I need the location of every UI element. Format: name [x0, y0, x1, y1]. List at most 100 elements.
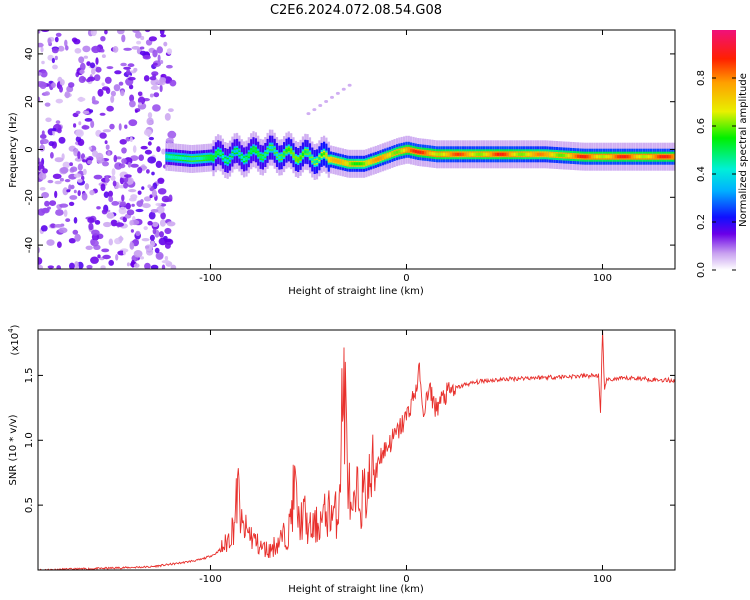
noise-blob: [121, 158, 127, 164]
ridge-cell: [520, 152, 523, 156]
ridge-cell: [292, 153, 295, 157]
ridge-cell: [280, 155, 283, 159]
noise-blob: [124, 174, 132, 178]
noise-blob: [74, 261, 79, 269]
ridge-cell: [417, 150, 420, 154]
noise-blob: [100, 265, 106, 269]
ridge-cell: [226, 159, 229, 163]
noise-blob: [78, 56, 85, 64]
noise-blob: [58, 136, 66, 144]
ridge-cell: [612, 155, 615, 159]
noise-blob: [95, 57, 99, 65]
noise-blob: [150, 240, 155, 247]
noise-blob: [85, 245, 93, 250]
ridge-cell: [579, 154, 582, 159]
noise-blob: [135, 230, 141, 236]
noise-blob: [105, 144, 110, 150]
ridge-cell: [250, 149, 253, 153]
noise-blob: [38, 264, 43, 269]
noise-blob: [106, 105, 114, 112]
ridge-cell: [466, 152, 469, 156]
noise-blob: [109, 123, 115, 130]
noise-blob: [147, 184, 152, 188]
ridge-cell: [325, 154, 328, 158]
ridge-cell: [593, 155, 596, 159]
noise-blob: [41, 60, 45, 65]
noise-blob: [145, 245, 150, 249]
noise-blob: [77, 163, 83, 171]
noise-blob: [77, 97, 86, 102]
noise-blob: [97, 254, 101, 259]
noise-blob: [70, 184, 75, 190]
noise-blob: [65, 218, 71, 223]
ridge-cell: [266, 149, 269, 153]
spectrogram-panel: -100 0 100 -40 -20 0 20 40 Height of straight l…: [8, 29, 676, 297]
noise-blob: [78, 121, 82, 126]
noise-blob: [89, 62, 96, 69]
ridge-cell: [555, 153, 558, 157]
ridge-cell: [591, 155, 594, 159]
ridge-cell: [243, 157, 246, 161]
ridge-cell: [228, 157, 232, 161]
ridge-cell: [341, 160, 344, 164]
noise-blob: [143, 129, 152, 136]
colorbar: 0.0 0.2 0.4 0.6 0.8 Normalized spectral ampl…: [696, 30, 749, 278]
noise-blob: [161, 148, 166, 155]
noise-blob: [159, 77, 167, 83]
noise-blob: [156, 254, 164, 259]
noise-blob: [148, 211, 156, 220]
snr-ylabel: SNR (10 * v/v): [8, 414, 19, 485]
ridge-cell: [668, 155, 671, 159]
noise-blob: [143, 226, 148, 231]
ridge-cell: [421, 151, 424, 155]
ridge-cell: [626, 155, 629, 159]
noise-blob: [39, 187, 46, 191]
noise-blob: [93, 174, 103, 180]
noise-blob: [142, 203, 151, 209]
ridge-cell: [403, 148, 406, 152]
noise-blob: [126, 209, 135, 216]
ridge-cell: [537, 152, 540, 156]
ridge-cell: [330, 157, 333, 162]
noise-blob: [132, 145, 137, 153]
ridge-cell: [631, 155, 634, 159]
spectrogram-ytick-label: 20: [24, 95, 35, 108]
noise-blob: [141, 186, 145, 190]
noise-blob: [90, 256, 99, 264]
noise-blob: [40, 46, 44, 53]
noise-blob: [129, 136, 133, 142]
ridge-cell: [233, 149, 236, 153]
noise-blob: [135, 31, 142, 39]
noise-blob: [69, 162, 73, 167]
spectrogram-ylabel: Frequency (Hz): [8, 112, 19, 188]
colorbar-tick-label: 0.6: [696, 118, 707, 134]
ridge-cell: [170, 155, 173, 159]
noise-blob: [147, 156, 157, 164]
ridge-cell: [363, 162, 366, 166]
noise-blob: [101, 54, 106, 58]
noise-blob: [41, 130, 45, 136]
noise-blob: [103, 221, 112, 228]
snr-ytick-label: 1.0: [24, 432, 35, 448]
noise-blob: [142, 54, 151, 60]
noise-blob: [127, 161, 132, 168]
snr-scale-exponent: 4: [7, 328, 15, 333]
noise-blob: [59, 177, 64, 182]
ridge-cell: [332, 158, 335, 162]
noise-blob: [82, 110, 90, 115]
ridge-cell: [287, 147, 290, 151]
spectrogram-xlabel: Height of straight line (km): [288, 286, 424, 297]
ridge-cell: [433, 152, 436, 156]
noise-blob: [163, 41, 168, 47]
noise-blob: [161, 195, 170, 203]
noise-blob: [38, 161, 43, 166]
noise-blob: [137, 91, 143, 97]
noise-blob: [127, 76, 136, 81]
ridge-cell: [442, 152, 446, 156]
noise-blob: [102, 254, 111, 260]
noise-blob: [159, 84, 163, 93]
ridge-cell: [315, 159, 319, 163]
snr-scale-base: (x10: [10, 333, 21, 356]
noise-blob: [138, 102, 142, 106]
ridge-cell: [301, 152, 304, 156]
